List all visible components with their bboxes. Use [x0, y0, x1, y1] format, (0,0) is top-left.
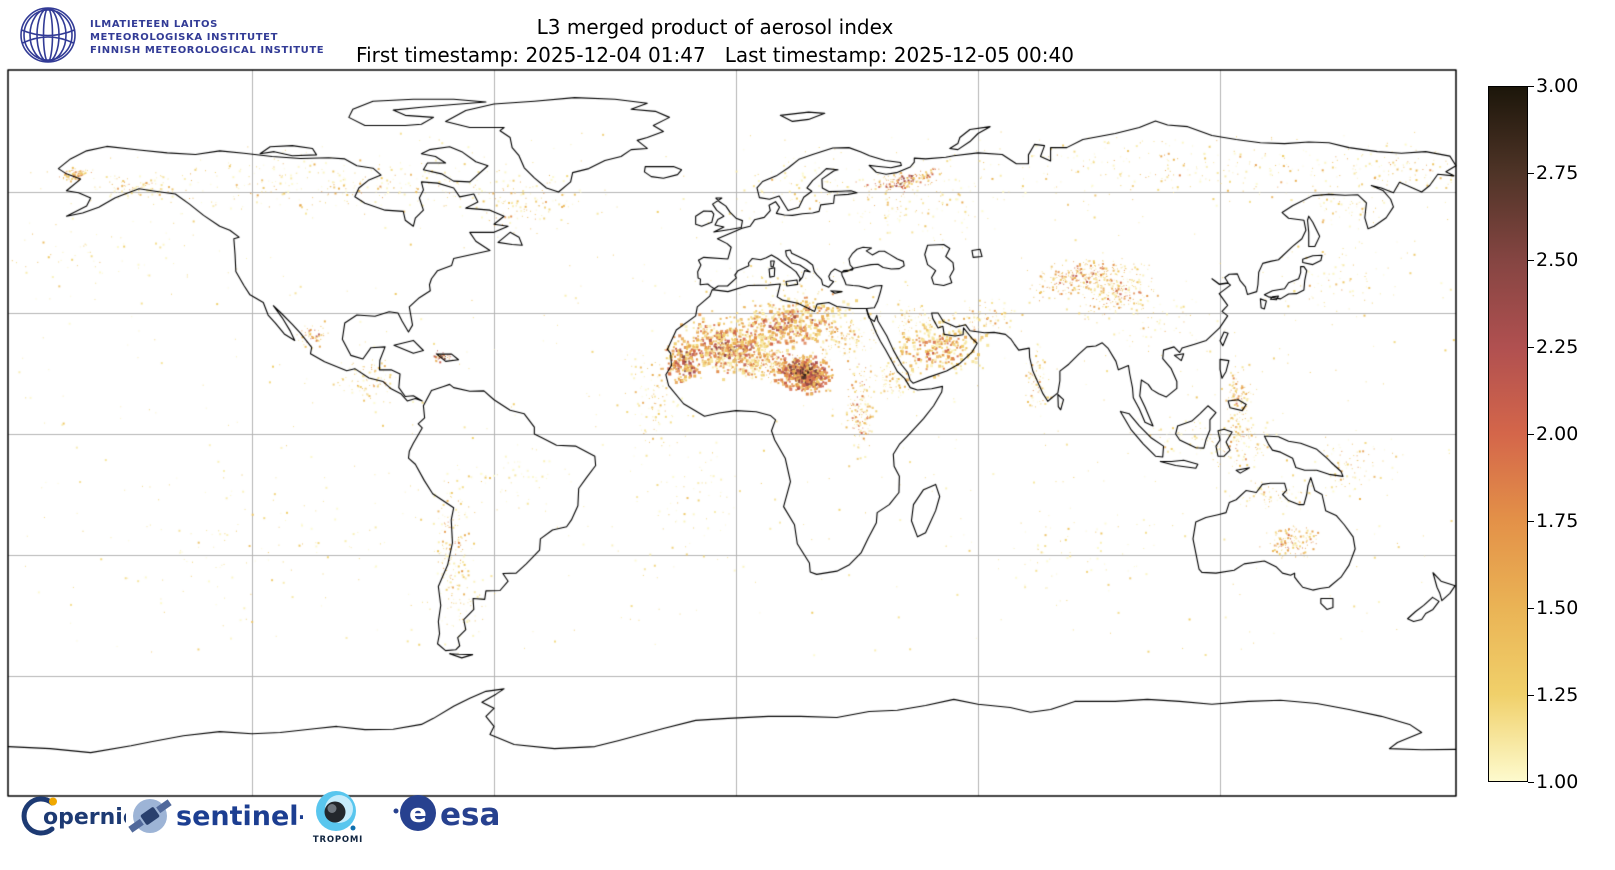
colorbar-tick-mark — [1528, 346, 1534, 348]
sentinel-5p-logo: sentinel-5p — [128, 791, 348, 847]
fmi-name-en: FINNISH METEOROLOGICAL INSTITUTE — [90, 44, 325, 56]
copernicus-c-arc — [21, 796, 55, 836]
figure-subtitle: First timestamp: 2025-12-04 01:47 Last t… — [356, 43, 1074, 67]
tropomi-logo: TROPOMI — [312, 790, 364, 850]
tropomi-wordmark: TROPOMI — [313, 835, 363, 845]
colorbar-tick-label: 2.00 — [1536, 423, 1579, 445]
colorbar-tick-label: 1.75 — [1536, 510, 1579, 532]
copernicus-wordmark: opernicus — [43, 805, 126, 830]
esa-disc-letter: e — [409, 799, 427, 829]
colorbar-tick-mark — [1528, 85, 1534, 87]
colorbar-tick-mark — [1528, 781, 1534, 783]
colorbar-tick-label: 2.50 — [1536, 249, 1579, 271]
colorbar-tick-label: 1.00 — [1536, 771, 1579, 793]
colorbar-gradient — [1489, 87, 1527, 781]
colorbar-tick-label: 3.00 — [1536, 75, 1579, 97]
figure-title: L3 merged product of aerosol index — [536, 15, 894, 39]
colorbar-tick-mark — [1528, 259, 1534, 261]
sentinel-satellite-icon — [128, 799, 172, 833]
colorbar-tick-label: 1.25 — [1536, 684, 1579, 706]
esa-disc-icon — [400, 795, 436, 831]
sentinel-wordmark: sentinel-5p — [176, 801, 303, 832]
fmi-institute-name: ILMATIETEEN LAITOS METEOROLOGISKA INSTIT… — [90, 18, 324, 57]
fmi-globe-icon — [18, 5, 78, 69]
fmi-logo: ILMATIETEEN LAITOS METEOROLOGISKA INSTIT… — [18, 5, 324, 69]
colorbar-tick-mark — [1528, 172, 1534, 174]
colorbar-tick-mark — [1528, 694, 1534, 696]
colorbar-tick-mark — [1528, 520, 1534, 522]
colorbar — [1488, 86, 1528, 782]
esa-wordmark: esa — [440, 797, 500, 833]
colorbar-tick-label: 2.75 — [1536, 162, 1579, 184]
colorbar-tick-label: 1.50 — [1536, 597, 1579, 619]
tropomi-sphere-icon — [324, 801, 346, 823]
colorbar-axis-label: aerosol index [1] — [1572, 86, 1600, 782]
colorbar-tick-mark — [1528, 433, 1534, 435]
esa-logo: e esa — [388, 792, 508, 846]
copernicus-logo: opernicus — [16, 793, 165, 847]
footer-logos: opernicus sentinel-5p — [0, 790, 600, 870]
copernicus-satellite-dot — [49, 797, 57, 806]
fmi-name-fi: ILMATIETEEN LAITOS — [90, 18, 218, 30]
colorbar-tick-label: 2.25 — [1536, 336, 1579, 358]
colorbar-tick-mark — [1528, 607, 1534, 609]
figure-titles: L3 merged product of aerosol index First… — [8, 13, 1422, 69]
fmi-name-sv: METEOROLOGISKA INSTITUTET — [90, 31, 279, 43]
